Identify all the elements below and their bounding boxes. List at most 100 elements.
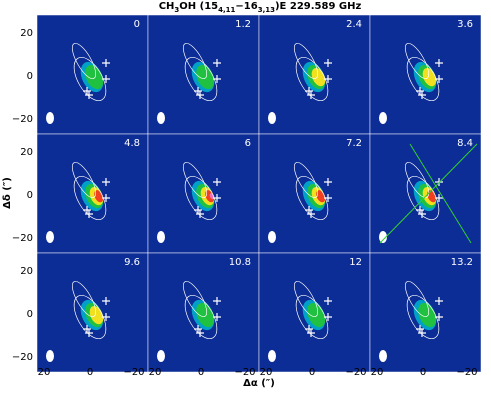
marker-cross bbox=[102, 178, 110, 186]
marker-cross bbox=[196, 210, 204, 218]
panel: 3.6 bbox=[369, 14, 482, 135]
marker-cross bbox=[213, 194, 221, 202]
panel: 13.2 bbox=[369, 252, 482, 373]
title: CH3OH (154,11−163,13)E 229.589 GHz bbox=[159, 1, 362, 14]
contour bbox=[406, 295, 440, 339]
panel: 2.4 bbox=[258, 14, 371, 135]
title-part: CH bbox=[159, 1, 175, 12]
contour bbox=[73, 176, 107, 220]
contour bbox=[404, 42, 430, 80]
contour bbox=[71, 280, 97, 318]
emission bbox=[85, 64, 104, 90]
marker-cross bbox=[102, 75, 110, 83]
x-tick-label: 20 bbox=[38, 367, 51, 378]
x-tick-label: 0 bbox=[87, 367, 93, 378]
contour bbox=[71, 42, 97, 80]
contour bbox=[404, 280, 430, 318]
marker-cross bbox=[435, 178, 443, 186]
emission bbox=[196, 64, 215, 90]
beam bbox=[268, 350, 276, 362]
beam bbox=[157, 350, 165, 362]
contour bbox=[406, 176, 440, 220]
marker-cross bbox=[418, 210, 426, 218]
panel-label: 3.6 bbox=[457, 19, 473, 30]
marker-cross bbox=[324, 313, 332, 321]
marker-cross bbox=[307, 91, 315, 99]
contour bbox=[293, 161, 319, 199]
marker-cross bbox=[102, 194, 110, 202]
panel: 1.2 bbox=[147, 14, 260, 135]
y-tick-label: 0 bbox=[27, 309, 33, 320]
marker-cross bbox=[213, 178, 221, 186]
marker-cross bbox=[213, 297, 221, 305]
panel-label: 1.2 bbox=[235, 19, 251, 30]
marker-cross bbox=[418, 91, 426, 99]
contour bbox=[73, 57, 107, 101]
panel-label: 9.6 bbox=[124, 257, 140, 268]
title-part: 4,11 bbox=[218, 6, 235, 14]
y-axis-label: Δδ (″) bbox=[2, 177, 13, 209]
panel: 10.8 bbox=[147, 252, 260, 373]
contour bbox=[295, 176, 329, 220]
marker-cross bbox=[85, 210, 93, 218]
x-tick-label: 0 bbox=[198, 367, 204, 378]
x-tick-label: 0 bbox=[420, 367, 426, 378]
marker-cross bbox=[305, 206, 313, 214]
beam bbox=[46, 231, 54, 243]
x-tick-label: 20 bbox=[371, 367, 384, 378]
marker-cross bbox=[102, 297, 110, 305]
emission bbox=[418, 302, 437, 328]
marker-cross bbox=[196, 91, 204, 99]
marker-cross bbox=[83, 325, 91, 333]
contour bbox=[295, 295, 329, 339]
title-part: )E 229.589 GHz bbox=[275, 1, 361, 12]
panel-label: 12 bbox=[349, 257, 362, 268]
contour bbox=[293, 280, 319, 318]
beam bbox=[46, 112, 54, 124]
title-part: 3 bbox=[174, 6, 179, 14]
marker-cross bbox=[435, 59, 443, 67]
x-tick-label: 20 bbox=[149, 367, 162, 378]
x-tick-label: 20 bbox=[260, 367, 273, 378]
panel-label: 2.4 bbox=[346, 19, 362, 30]
panel-label: 8.4 bbox=[457, 138, 473, 149]
contour bbox=[182, 42, 208, 80]
y-tick-label: −20 bbox=[12, 352, 33, 363]
marker-cross bbox=[83, 87, 91, 95]
panel: 9.6 bbox=[36, 252, 149, 373]
marker-cross bbox=[435, 75, 443, 83]
x-axis-label: Δα (″) bbox=[243, 378, 275, 389]
marker-cross bbox=[213, 59, 221, 67]
marker-cross bbox=[102, 59, 110, 67]
contour bbox=[184, 57, 218, 101]
contour bbox=[404, 161, 430, 199]
marker-cross bbox=[213, 75, 221, 83]
x-tick-label: −20 bbox=[345, 367, 366, 378]
contour bbox=[293, 42, 319, 80]
y-tick-label: 20 bbox=[20, 147, 33, 158]
x-tick-label: −20 bbox=[456, 367, 477, 378]
marker-cross bbox=[324, 297, 332, 305]
marker-cross bbox=[307, 210, 315, 218]
marker-cross bbox=[85, 91, 93, 99]
marker-cross bbox=[85, 329, 93, 337]
beam bbox=[268, 231, 276, 243]
contour bbox=[184, 176, 218, 220]
title-part: OH (15 bbox=[179, 1, 218, 12]
contour bbox=[73, 295, 107, 339]
marker-cross bbox=[194, 325, 202, 333]
marker-cross bbox=[83, 206, 91, 214]
marker-cross bbox=[196, 329, 204, 337]
marker-cross bbox=[324, 75, 332, 83]
beam bbox=[157, 231, 165, 243]
panel-label: 7.2 bbox=[346, 138, 362, 149]
marker-cross bbox=[194, 87, 202, 95]
panel-label: 10.8 bbox=[229, 257, 251, 268]
marker-cross bbox=[324, 194, 332, 202]
contour bbox=[295, 57, 329, 101]
marker-cross bbox=[305, 87, 313, 95]
marker-cross bbox=[307, 329, 315, 337]
panel-label: 13.2 bbox=[451, 257, 473, 268]
contour bbox=[182, 280, 208, 318]
